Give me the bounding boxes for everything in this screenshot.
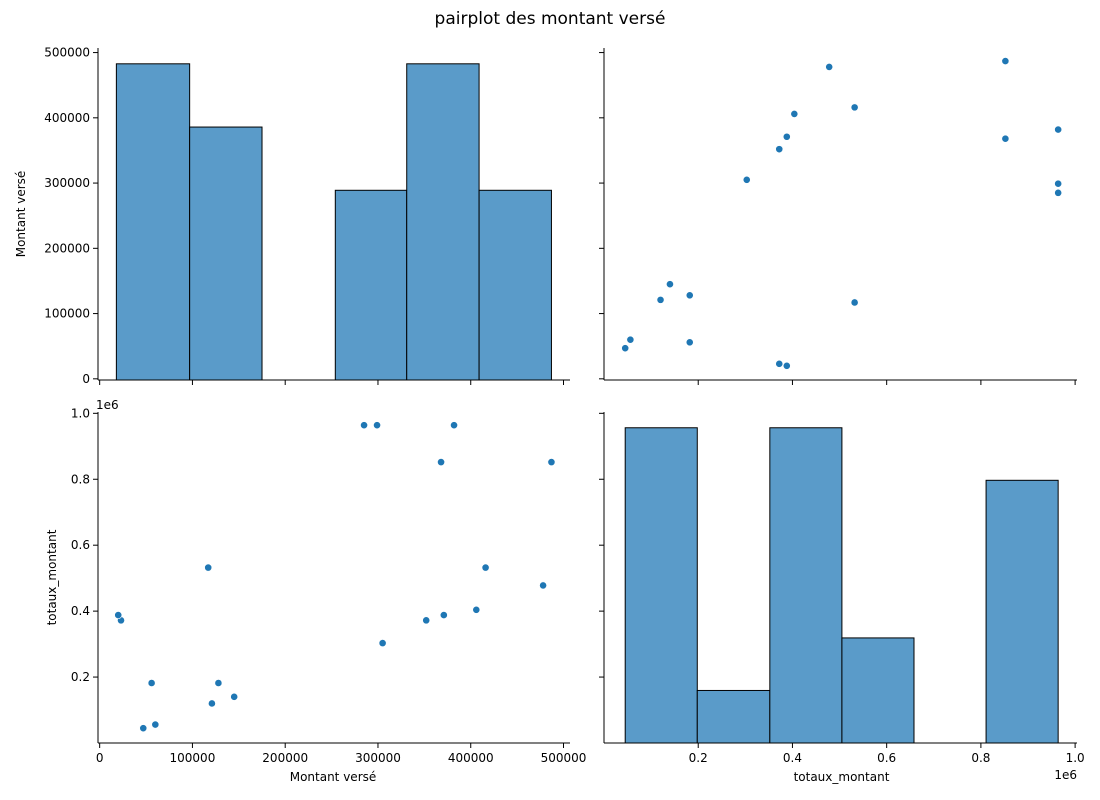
- panel-br-xtick-label-1: 0.4: [783, 751, 802, 765]
- panel-bl-ytick-label-2: 0.6: [71, 538, 90, 552]
- scatter-bl-point-13: [208, 699, 216, 708]
- panel-bl-xtick-label-2: 200000: [262, 751, 308, 765]
- hist-montant-bar-4: [406, 63, 480, 381]
- panel-br-xtick-label-0: 0.2: [689, 751, 708, 765]
- scatter-tr-point-5: [775, 145, 784, 154]
- scatter-tr-point-3: [850, 103, 859, 112]
- axes-layer: [93, 48, 1077, 748]
- panel-tl-ytick-label-1: 100000: [44, 307, 90, 321]
- panel-bl-ytick-label-0: 0.2: [71, 670, 90, 684]
- scatter-bl-point-10: [360, 421, 368, 430]
- scatter-bl-point-11: [230, 692, 239, 701]
- bars-layer: [115, 63, 1059, 744]
- scatter-bl-point-3: [481, 563, 490, 572]
- panel-bl-ytick-label-3: 0.8: [71, 472, 90, 486]
- panel-tl-ytick-label-3: 300000: [44, 176, 90, 190]
- panel-br-xtick-label-2: 0.6: [877, 751, 896, 765]
- scatter-tr-point-15: [626, 335, 635, 344]
- panel-bl-xtick-label-0: 0: [96, 751, 104, 765]
- panel-tl-ytick-label-4: 400000: [44, 111, 90, 125]
- hist-totaux-bar-1: [696, 689, 771, 744]
- scatter-tr-point-19: [782, 361, 791, 370]
- y-offset-label: 1e6: [96, 398, 119, 412]
- scatter-bl-point-14: [204, 563, 213, 572]
- scatter-tr-point-14: [850, 298, 859, 307]
- panel-br-xtick-label-4: 1.0: [1066, 751, 1085, 765]
- scatter-bl-point-15: [151, 720, 160, 729]
- scatter-tr-point-12: [685, 291, 694, 300]
- scatter-bl-point-12: [214, 679, 223, 687]
- scatter-bl-point-0: [539, 581, 547, 590]
- scatter-tr-point-7: [1054, 125, 1063, 134]
- panel-tl-ytick-label-2: 200000: [44, 241, 90, 255]
- hist-totaux-bar-2: [769, 427, 843, 744]
- scatter-bl-point-19: [114, 611, 123, 619]
- scatter-bl-point-16: [147, 679, 156, 687]
- hist-montant-bar-5: [478, 189, 552, 381]
- scatter-tr-point-18: [775, 359, 784, 368]
- hist-totaux-bar-5: [985, 479, 1059, 744]
- hist-montant-bar-1: [189, 126, 263, 381]
- scatter-bl-point-8: [378, 639, 387, 648]
- panel-bl-xtick-label-1: 100000: [170, 751, 216, 765]
- scatter-tr-point-13: [656, 295, 665, 304]
- panel-tl-ytick-label-0: 0: [82, 372, 90, 386]
- scatter-bl-point-7: [450, 421, 458, 430]
- panel-bl-ytick-label-1: 0.4: [71, 604, 90, 618]
- panel-bl-xtick-label-3: 300000: [355, 751, 401, 765]
- hist-montant-bar-3: [334, 189, 408, 381]
- panel-bl-xtick-label-4: 400000: [448, 751, 494, 765]
- scatter-tr-point-16: [685, 338, 694, 347]
- panel-tl-ytick-label-5: 500000: [44, 46, 90, 60]
- scatter-bl-point-4: [439, 611, 448, 619]
- scatter-bl-point-1: [547, 458, 556, 467]
- panel-br-xtick-label-3: 0.8: [971, 751, 990, 765]
- labels-layer: 0 100000 200000 300000 400000 500000 0 100000 20…: [14, 46, 1085, 784]
- scatter-tr-point-0: [825, 63, 834, 71]
- scatter-tr-point-2: [790, 110, 799, 118]
- scatter-bl-point-6: [437, 458, 445, 467]
- scatter-tr-point-17: [621, 344, 630, 353]
- x-offset-label: 1e6: [1054, 768, 1077, 782]
- scatter-bl-point-9: [373, 421, 381, 430]
- hist-montant-bar-0: [115, 63, 191, 381]
- scatter-tr-point-4: [782, 132, 791, 141]
- scatter-tr-point-10: [1054, 188, 1063, 197]
- x-axis-label-montant: Montant versé: [290, 770, 377, 784]
- x-axis-label-totaux: totaux_montant: [794, 770, 890, 784]
- scatter-tr-point-9: [1054, 179, 1063, 188]
- scatter-tr-point-8: [742, 175, 751, 184]
- panel-bl-ytick-label-4: 1.0: [71, 406, 90, 420]
- y-axis-label-totaux: totaux_montant: [45, 529, 59, 625]
- scatter-bl-point-17: [139, 724, 148, 733]
- scatter-bl-point-2: [472, 605, 481, 614]
- scatter-tr-point-1: [1001, 57, 1010, 65]
- scatter-tr-point-6: [1001, 134, 1010, 143]
- chart-title: pairplot des montant versé: [435, 9, 666, 29]
- hist-totaux-bar-0: [624, 427, 698, 744]
- scatter-tr-point-11: [666, 280, 674, 289]
- scatter-bl-point-5: [422, 616, 431, 625]
- y-axis-label-montant: Montant versé: [14, 171, 28, 258]
- hist-totaux-bar-3: [841, 637, 915, 744]
- points-layer: [114, 57, 1063, 733]
- panel-bl-xtick-label-5: 500000: [541, 751, 587, 765]
